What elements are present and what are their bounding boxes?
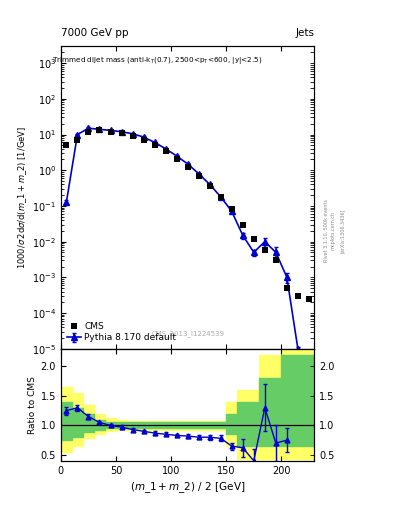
CMS: [75, 137, 80, 143]
Y-axis label: $1000/\sigma\,2\mathrm{d}\sigma/\mathrm{d}(m\_1 + m\_2)$ [1/GeV]: $1000/\sigma\,2\mathrm{d}\sigma/\mathrm{…: [17, 126, 29, 269]
Text: mcplots.cern.ch: mcplots.cern.ch: [330, 211, 335, 250]
CMS: [152, 142, 157, 148]
Text: 7000 GeV pp: 7000 GeV pp: [61, 28, 129, 38]
CMS: [263, 246, 267, 252]
CMS: [285, 285, 289, 291]
CMS: [64, 142, 69, 148]
CMS: [241, 222, 245, 228]
CMS: [296, 293, 300, 299]
CMS: [208, 183, 212, 189]
CMS: [230, 206, 234, 212]
CMS: [219, 194, 223, 200]
Text: Rivet 3.1.10, 500k events: Rivet 3.1.10, 500k events: [324, 199, 329, 262]
CMS: [97, 127, 102, 134]
CMS: [108, 129, 113, 135]
X-axis label: $(m\_1 + m\_2)$ / 2 [GeV]: $(m\_1 + m\_2)$ / 2 [GeV]: [130, 480, 245, 495]
Y-axis label: Ratio to CMS: Ratio to CMS: [28, 376, 37, 434]
CMS: [307, 296, 311, 302]
Legend: CMS, Pythia 8.170 default: CMS, Pythia 8.170 default: [65, 321, 178, 344]
CMS: [119, 130, 124, 136]
Text: Trimmed dijet mass (anti-k$_\mathrm{T}$(0.7), 2500<p$_\mathrm{T}$<600, |y|<2.5): Trimmed dijet mass (anti-k$_\mathrm{T}$(…: [52, 55, 263, 66]
CMS: [141, 137, 146, 143]
Text: Jets: Jets: [296, 28, 314, 38]
CMS: [130, 133, 135, 139]
Line: CMS: CMS: [63, 127, 312, 302]
CMS: [196, 173, 201, 179]
CMS: [185, 164, 190, 170]
CMS: [174, 156, 179, 162]
CMS: [252, 236, 256, 242]
CMS: [86, 129, 91, 135]
CMS: [274, 257, 278, 263]
Text: CMS_2013_I1224539: CMS_2013_I1224539: [151, 330, 224, 336]
CMS: [163, 148, 168, 154]
Text: [arXiv:1306.3436]: [arXiv:1306.3436]: [340, 208, 345, 252]
